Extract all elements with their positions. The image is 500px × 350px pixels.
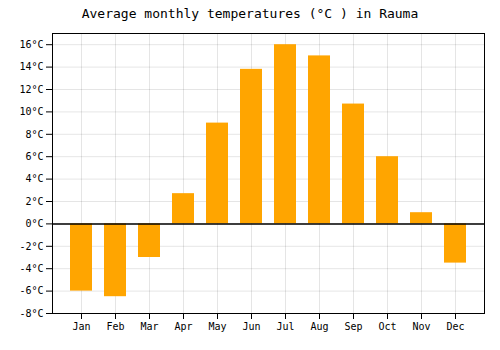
svg-text:Dec: Dec [446, 321, 464, 332]
svg-text:-2°C: -2°C [19, 241, 43, 252]
svg-text:10°C: 10°C [19, 106, 43, 117]
html-text:Average monthly temperatures (: Average monthly temperatures (°C ) in Ra… [81, 6, 419, 21]
svg-text:Jul: Jul [276, 321, 294, 332]
svg-text:Aug: Aug [310, 321, 328, 332]
svg-text:0°C: 0°C [25, 218, 43, 229]
svg-text:2°C: 2°C [25, 196, 43, 207]
svg-text:Mar: Mar [140, 321, 158, 332]
svg-text:-6°C: -6°C [19, 285, 43, 296]
svg-text:14°C: 14°C [19, 61, 43, 72]
svg-text:Jun: Jun [242, 321, 260, 332]
svg-text:6°C: 6°C [25, 151, 43, 162]
svg-text:-8°C: -8°C [19, 308, 43, 319]
svg-text:12°C: 12°C [19, 84, 43, 95]
svg-text:Nov: Nov [412, 321, 430, 332]
svg-text:Feb: Feb [106, 321, 124, 332]
svg-text:Jan: Jan [72, 321, 90, 332]
svg-text:Apr: Apr [174, 321, 192, 332]
svg-text:-4°C: -4°C [19, 263, 43, 274]
svg-text:Sep: Sep [344, 321, 362, 332]
svg-text:8°C: 8°C [25, 129, 43, 140]
svg-text:May: May [208, 321, 226, 332]
svg-text:Oct: Oct [378, 321, 396, 332]
svg-text:4°C: 4°C [25, 173, 43, 184]
svg-text:16°C: 16°C [19, 39, 43, 50]
